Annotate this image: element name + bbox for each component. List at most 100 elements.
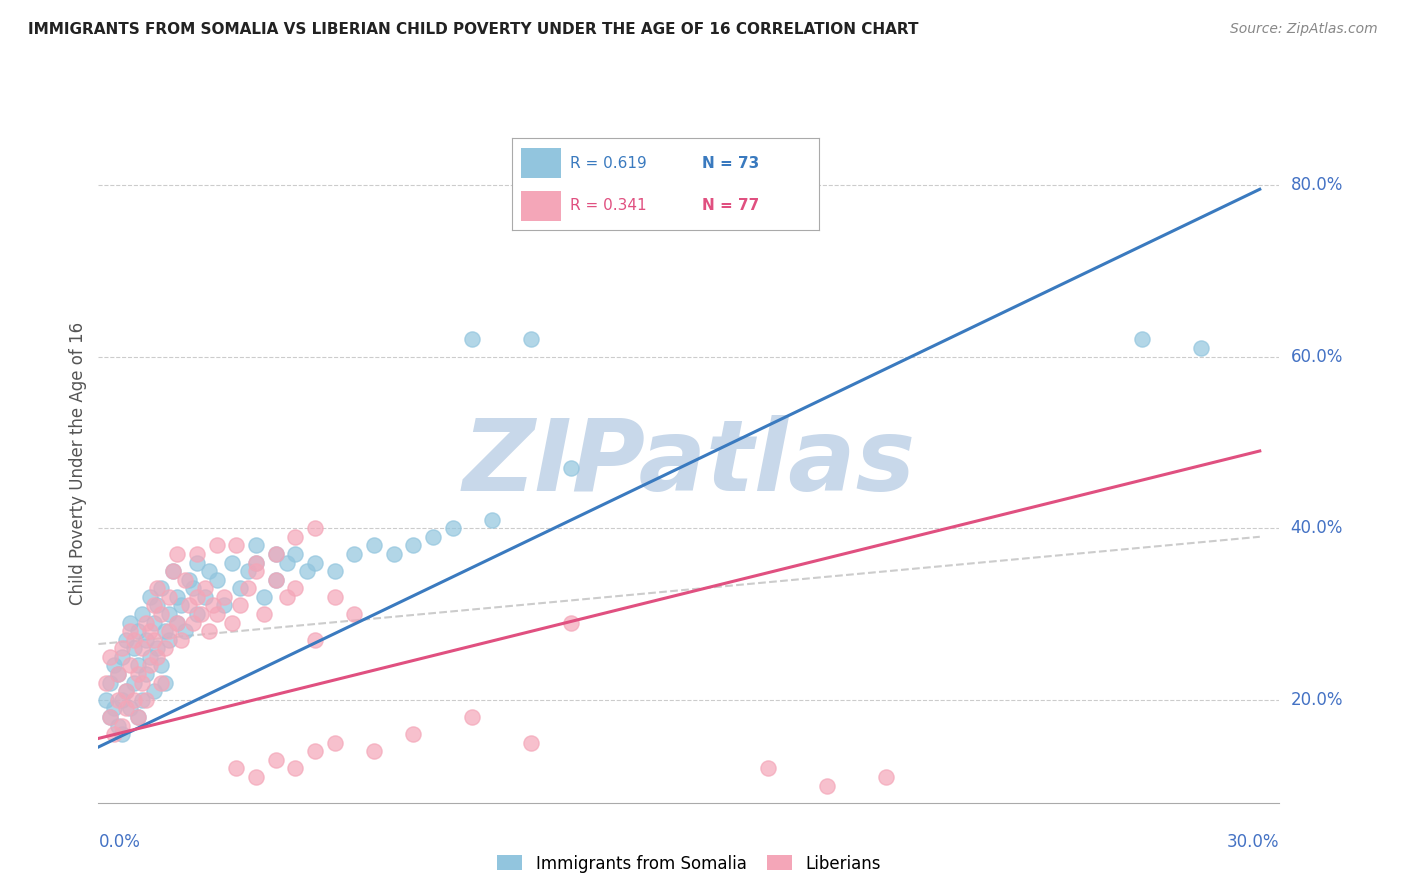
- Point: [131, 675, 153, 690]
- Point: [1189, 341, 1212, 355]
- Point: [98, 710, 121, 724]
- Point: [150, 658, 173, 673]
- Point: [205, 607, 228, 621]
- Point: [107, 667, 129, 681]
- Point: [146, 641, 169, 656]
- Point: [343, 547, 366, 561]
- Point: [111, 649, 134, 664]
- Point: [284, 530, 307, 544]
- Point: [127, 624, 149, 639]
- Point: [276, 556, 298, 570]
- Text: 80.0%: 80.0%: [1291, 176, 1343, 194]
- Point: [155, 624, 177, 639]
- Point: [402, 538, 425, 552]
- Point: [276, 590, 298, 604]
- Point: [245, 538, 267, 552]
- Point: [194, 581, 217, 595]
- Point: [142, 599, 165, 613]
- Point: [304, 744, 326, 758]
- Point: [177, 573, 200, 587]
- Point: [146, 581, 169, 595]
- Point: [150, 581, 173, 595]
- Point: [115, 632, 138, 647]
- Point: [135, 615, 157, 630]
- Point: [190, 607, 212, 621]
- Point: [225, 538, 247, 552]
- Point: [229, 581, 252, 595]
- Point: [107, 667, 129, 681]
- Point: [118, 658, 141, 673]
- Point: [229, 599, 252, 613]
- Point: [205, 573, 228, 587]
- Point: [284, 547, 307, 561]
- Point: [157, 590, 180, 604]
- Text: 30.0%: 30.0%: [1227, 833, 1279, 851]
- Point: [253, 607, 276, 621]
- Point: [122, 632, 145, 647]
- Point: [225, 762, 247, 776]
- Point: [177, 599, 200, 613]
- Text: IMMIGRANTS FROM SOMALIA VS LIBERIAN CHILD POVERTY UNDER THE AGE OF 16 CORRELATIO: IMMIGRANTS FROM SOMALIA VS LIBERIAN CHIL…: [28, 22, 918, 37]
- Point: [441, 521, 464, 535]
- Point: [115, 684, 138, 698]
- Point: [461, 333, 484, 347]
- Point: [181, 615, 204, 630]
- Point: [135, 632, 157, 647]
- Point: [98, 675, 121, 690]
- Point: [157, 632, 180, 647]
- Point: [186, 607, 208, 621]
- Point: [323, 590, 346, 604]
- Point: [402, 727, 425, 741]
- Point: [122, 693, 145, 707]
- Point: [363, 744, 385, 758]
- Point: [138, 590, 160, 604]
- Point: [127, 667, 149, 681]
- Text: 20.0%: 20.0%: [1291, 690, 1343, 709]
- Point: [135, 693, 157, 707]
- Point: [186, 590, 208, 604]
- Point: [162, 564, 184, 578]
- Point: [304, 521, 326, 535]
- Point: [264, 753, 287, 767]
- Point: [481, 513, 503, 527]
- Point: [131, 693, 153, 707]
- Point: [264, 547, 287, 561]
- Point: [245, 770, 267, 784]
- Point: [138, 624, 160, 639]
- Point: [138, 649, 160, 664]
- Point: [122, 641, 145, 656]
- Point: [1130, 333, 1153, 347]
- Y-axis label: Child Poverty Under the Age of 16: Child Poverty Under the Age of 16: [69, 322, 87, 606]
- Point: [111, 727, 134, 741]
- Point: [162, 564, 184, 578]
- Point: [304, 632, 326, 647]
- Point: [245, 564, 267, 578]
- Point: [194, 590, 217, 604]
- Point: [284, 762, 307, 776]
- Point: [295, 564, 318, 578]
- Point: [422, 530, 444, 544]
- Point: [245, 556, 267, 570]
- Point: [236, 581, 259, 595]
- Point: [111, 641, 134, 656]
- Point: [142, 684, 165, 698]
- Point: [131, 607, 153, 621]
- Point: [756, 762, 779, 776]
- Point: [96, 675, 118, 690]
- Point: [221, 615, 243, 630]
- Point: [815, 779, 838, 793]
- Point: [264, 547, 287, 561]
- Text: 40.0%: 40.0%: [1291, 519, 1343, 537]
- Point: [157, 607, 180, 621]
- Point: [170, 599, 193, 613]
- Point: [166, 615, 188, 630]
- Point: [205, 538, 228, 552]
- Point: [107, 693, 129, 707]
- Point: [201, 599, 224, 613]
- Point: [520, 333, 543, 347]
- Point: [138, 658, 160, 673]
- Point: [174, 624, 197, 639]
- Point: [98, 649, 121, 664]
- Point: [127, 710, 149, 724]
- Point: [304, 556, 326, 570]
